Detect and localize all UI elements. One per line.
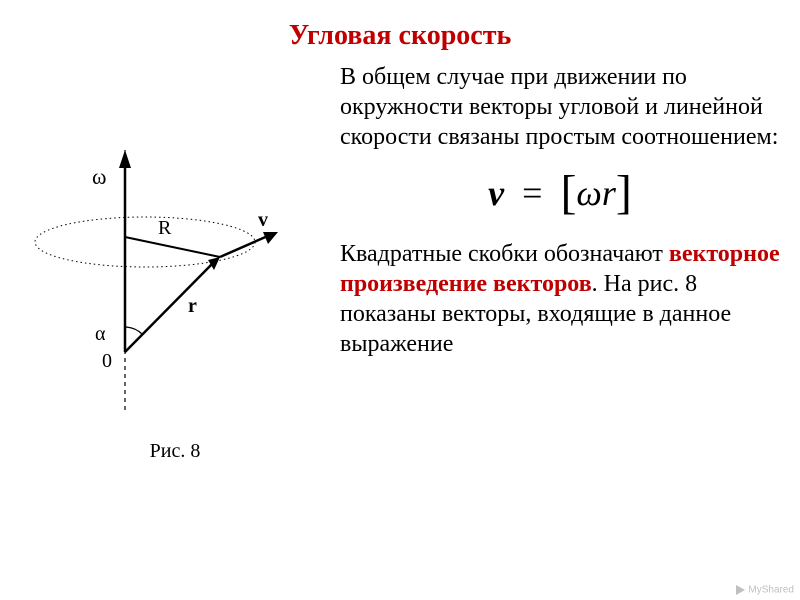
watermark: MyShared: [734, 584, 794, 596]
formula-block: v = [ ω r ]: [340, 172, 780, 214]
formula-rbracket: ]: [616, 174, 632, 212]
title-text: Угловая скорость: [289, 20, 512, 51]
svg-text:α: α: [95, 323, 106, 345]
figure-caption: Рис. 8: [20, 440, 330, 463]
figure-8: ω v R r α 0: [20, 132, 300, 432]
text-column: В общем случае при движении по окружност…: [330, 62, 780, 463]
page-title: Угловая скорость: [0, 0, 800, 62]
formula-v: v: [488, 172, 504, 214]
paragraph-2: Квадратные скобки обозначают векторное п…: [340, 239, 780, 359]
formula-eq: =: [522, 172, 542, 214]
svg-text:0: 0: [102, 350, 112, 372]
formula-omega: ω: [576, 172, 601, 214]
content-row: ω v R r α 0 Рис. 8 В общем случае при дв…: [0, 62, 800, 463]
svg-text:r: r: [188, 295, 197, 317]
figure-column: ω v R r α 0 Рис. 8: [20, 62, 330, 463]
formula-lbracket: [: [560, 174, 576, 212]
play-icon: [734, 584, 746, 596]
svg-text:v: v: [258, 209, 268, 231]
formula-r: r: [602, 172, 616, 214]
paragraph-1: В общем случае при движении по окружност…: [340, 62, 780, 152]
watermark-text: MyShared: [748, 585, 794, 596]
svg-text:ω: ω: [92, 164, 106, 189]
para2-pre: Квадратные скобки обозначают: [340, 241, 669, 267]
svg-text:R: R: [158, 217, 172, 239]
